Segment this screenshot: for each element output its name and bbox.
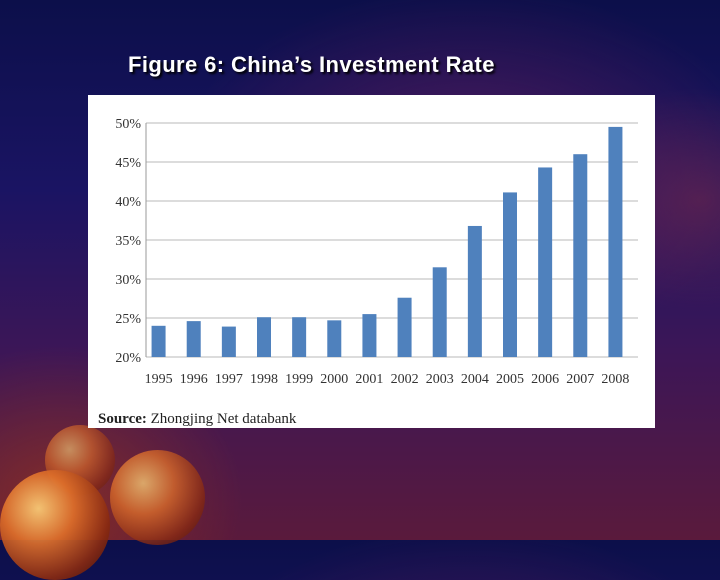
- y-tick-label: 25%: [115, 312, 141, 327]
- source-text: Zhongjing Net databank: [146, 411, 297, 427]
- bar: [362, 314, 377, 357]
- bar: [327, 320, 342, 357]
- bar: [538, 167, 553, 357]
- x-tick-label: 2008: [601, 372, 629, 387]
- decorative-globe: [110, 450, 205, 545]
- bar: [432, 267, 447, 357]
- bar: [608, 126, 623, 358]
- x-tick-label: 2003: [426, 372, 454, 387]
- x-tick-label: 1998: [250, 372, 278, 387]
- chart-panel: 20% 25% 30% 35% 40% 45% 50% 1995 1996 1997 1998 199…: [88, 95, 655, 428]
- investment-rate-bar-chart: 20% 25% 30% 35% 40% 45% 50% 1995 1996 1997 1998 199…: [115, 117, 638, 387]
- bar: [467, 225, 482, 357]
- y-tick-label: 30%: [115, 273, 141, 288]
- x-tick-label: 2005: [496, 372, 524, 387]
- source-label: Source:: [98, 411, 147, 427]
- x-tick-label: 2000: [320, 372, 348, 387]
- x-tick-label: 1999: [285, 372, 313, 387]
- bar: [573, 154, 588, 357]
- bar: [397, 297, 412, 357]
- slide-title: Figure 6: China’s Investment Rate: [128, 52, 495, 77]
- y-tick-label: 40%: [115, 195, 141, 210]
- bar: [503, 192, 517, 357]
- x-tick-label: 1996: [180, 372, 208, 387]
- x-tick-label: 2004: [461, 372, 489, 387]
- x-tick-label: 2002: [391, 372, 419, 387]
- bar: [292, 317, 307, 357]
- bar: [257, 317, 271, 357]
- y-tick-label: 20%: [115, 351, 141, 366]
- x-tick-label: 1995: [145, 372, 173, 387]
- source-note: Source: Zhongjing Net databank: [98, 411, 296, 428]
- bar: [221, 326, 236, 357]
- decorative-globe: [0, 470, 110, 580]
- y-tick-label: 35%: [115, 234, 141, 249]
- bar: [186, 321, 201, 357]
- x-tick-label: 2007: [566, 372, 594, 387]
- x-tick-label: 2001: [355, 372, 383, 387]
- y-tick-label: 50%: [115, 117, 141, 132]
- x-tick-label: 2006: [531, 372, 559, 387]
- y-tick-label: 45%: [115, 156, 141, 171]
- x-tick-label: 1997: [215, 372, 243, 387]
- bar: [151, 325, 166, 357]
